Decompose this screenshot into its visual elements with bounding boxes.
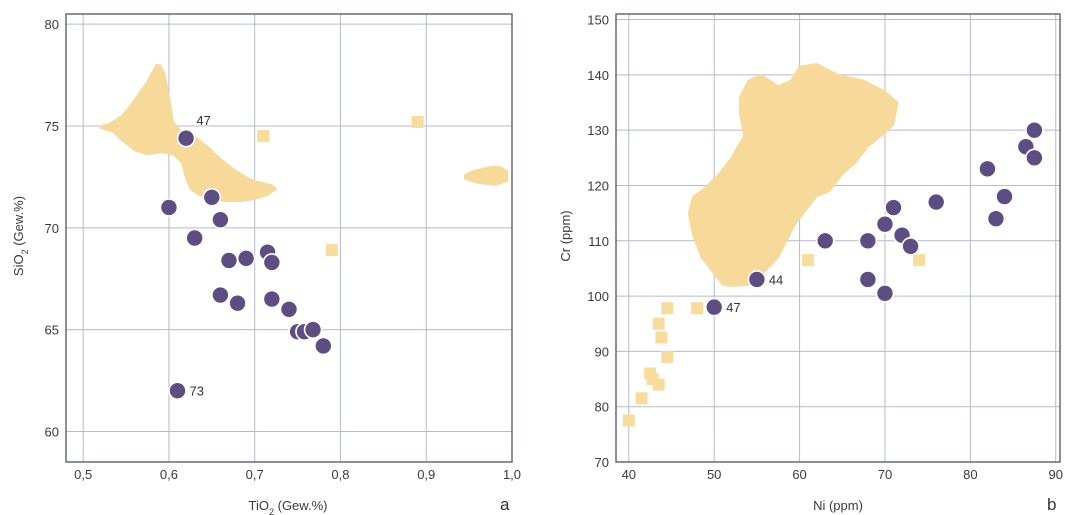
panel-a-square-point-1 — [411, 115, 424, 128]
panel-a-square-markers — [257, 115, 424, 257]
panel-a-circle-point-0 — [176, 128, 196, 148]
panel-b-y-tick-label-2: 90 — [595, 344, 609, 359]
panel-a-point-label-1: 73 — [190, 384, 204, 399]
panel-b-point-label-0: 44 — [769, 272, 783, 287]
panel-b-y-axis-label: Cr (ppm) — [558, 210, 573, 261]
panel-b-y-tick-label-6: 130 — [587, 123, 609, 138]
panel-b-square-point-11 — [913, 254, 926, 267]
panel-b-square-point-4 — [652, 378, 665, 391]
panel-b-y-tick-label-0: 70 — [595, 455, 609, 470]
panel-a-square-point-0 — [257, 130, 270, 143]
panel-a-x-tick-label-4: 0,9 — [417, 467, 435, 482]
panel-a-x-tick-label-0: 0,5 — [74, 467, 92, 482]
panel-b-circle-point-4 — [858, 270, 878, 289]
panel-a-circle-markers — [159, 128, 333, 401]
panel-a-circle-point-8 — [262, 253, 282, 272]
panel-a-circle-point-16 — [314, 336, 333, 356]
panel-b-scatter-plot: 44 47 40 50 60 70 80 90 70 80 90 100 110 120 130 140 15… — [558, 13, 1063, 514]
panel-b-plot-frame — [615, 13, 1061, 463]
panel-b-y-tick-label-4: 110 — [588, 234, 609, 249]
panel-b-letter: b — [1047, 495, 1056, 514]
panel-b-y-tick-label-7: 140 — [587, 68, 609, 83]
panel-a-circle-point-4 — [185, 228, 204, 248]
panel-b-point-label-1: 47 — [726, 300, 740, 315]
panel-b-square-point-9 — [691, 302, 704, 315]
panel-a-circle-point-17 — [168, 381, 187, 401]
panel-b-circle-point-16 — [1025, 120, 1044, 140]
panel-a-circle-point-3 — [211, 210, 230, 229]
panel-b-tick-labels: 40 50 60 70 80 90 70 80 90 100 110 120 130 140 150 — [587, 13, 1063, 482]
panel-a-y-axis-label: SiO2 (Gew.%) — [11, 196, 30, 276]
panel-a-point-labels: 47 73 — [190, 113, 211, 399]
panel-a-tick-labels: 0,5 0,6 0,7 0,8 0,9 1,0 60 65 70 75 80 — [45, 17, 522, 482]
panel-a-field-1 — [464, 165, 509, 186]
panel-a-circle-point-9 — [211, 285, 230, 305]
panel-a-x-tick-label-1: 0,6 — [160, 467, 178, 482]
panel-b-y-tick-label-1: 80 — [595, 400, 609, 415]
panel-b-circle-point-12 — [986, 209, 1006, 228]
panel-a-letter: a — [500, 495, 510, 514]
panel-a-circle-point-11 — [228, 293, 247, 313]
panel-a-fields — [99, 64, 509, 203]
panel-b-square-point-8 — [661, 350, 674, 363]
panel-a-circle-point-2 — [159, 198, 179, 217]
panel-b-circle-point-15 — [1025, 148, 1044, 168]
panel-b-circle-point-6 — [875, 284, 895, 303]
panel-b-circle-point-0 — [747, 270, 767, 289]
panel-a-circle-point-7 — [219, 251, 239, 270]
panel-a-y-tick-label-0: 60 — [45, 424, 59, 439]
panel-a-plot-frame — [65, 13, 513, 463]
panel-b-y-tick-label-8: 150 — [587, 13, 609, 28]
panel-b-square-point-1 — [635, 392, 648, 405]
panel-b-circle-point-11 — [978, 159, 997, 179]
panel-b-fields — [687, 63, 899, 287]
panel-b-point-labels: 44 47 — [726, 272, 783, 315]
panel-a-circle-point-10 — [262, 289, 282, 309]
panel-b-x-axis-label: Ni (ppm) — [813, 498, 863, 513]
panel-a-scatter-plot: 47 73 0,5 0,6 0,7 0,8 0,9 1,0 60 65 70 75 80 TiO2 (… — [11, 13, 522, 515]
panel-a-point-label-0: 47 — [196, 113, 210, 128]
panel-a-y-tick-label-4: 80 — [45, 17, 59, 32]
panel-a-circle-point-12 — [279, 299, 299, 319]
panel-b-x-tick-label-5: 90 — [1048, 467, 1062, 482]
panel-b-x-tick-label-1: 50 — [707, 467, 721, 482]
panel-b-circle-point-2 — [815, 231, 835, 251]
panel-b-square-point-5 — [652, 317, 665, 330]
panel-b-square-point-10 — [802, 254, 815, 267]
panel-a-x-tick-label-3: 0,8 — [331, 467, 349, 482]
panel-b-square-point-7 — [661, 302, 674, 315]
panel-b-x-tick-label-2: 60 — [792, 467, 806, 482]
panel-b-circle-markers — [704, 120, 1044, 317]
panel-a-circle-point-6 — [236, 249, 256, 268]
panel-a-square-point-2 — [325, 244, 338, 257]
panel-b-square-point-0 — [622, 414, 635, 427]
panel-b-circle-point-5 — [875, 214, 895, 234]
panel-b-circle-point-9 — [901, 236, 920, 256]
panel-a-x-tick-label-5: 1,0 — [503, 467, 521, 482]
panel-b-x-tick-label-3: 70 — [878, 467, 892, 482]
panel-a-circle-point-1 — [202, 187, 222, 207]
panel-a-y-tick-label-1: 65 — [45, 323, 59, 338]
panel-b-circle-point-3 — [858, 231, 878, 251]
panel-b-square-point-6 — [655, 331, 668, 344]
panel-a-y-tick-label-3: 75 — [45, 119, 59, 134]
panel-a-gridlines — [66, 14, 513, 462]
panel-b-y-tick-label-5: 120 — [587, 178, 609, 193]
panel-b-circle-point-10 — [926, 192, 946, 212]
panel-b-square-markers — [622, 254, 926, 427]
panel-a-x-axis-label: TiO2 (Gew.%) — [249, 498, 328, 515]
panel-b-circle-point-13 — [995, 187, 1014, 206]
panel-b-y-tick-label-3: 100 — [587, 289, 609, 304]
panel-a-circle-point-15 — [303, 320, 323, 339]
panel-a-field-0 — [99, 64, 277, 203]
panel-b-field-0 — [687, 63, 899, 287]
panel-b-x-tick-label-0: 40 — [622, 467, 636, 482]
panel-b-circle-point-1 — [704, 297, 724, 317]
panel-a-x-tick-label-2: 0,7 — [246, 467, 264, 482]
panel-b-x-tick-label-4: 80 — [963, 467, 977, 482]
panel-a-y-tick-label-2: 70 — [45, 221, 59, 236]
panel-b-circle-point-7 — [884, 198, 903, 217]
